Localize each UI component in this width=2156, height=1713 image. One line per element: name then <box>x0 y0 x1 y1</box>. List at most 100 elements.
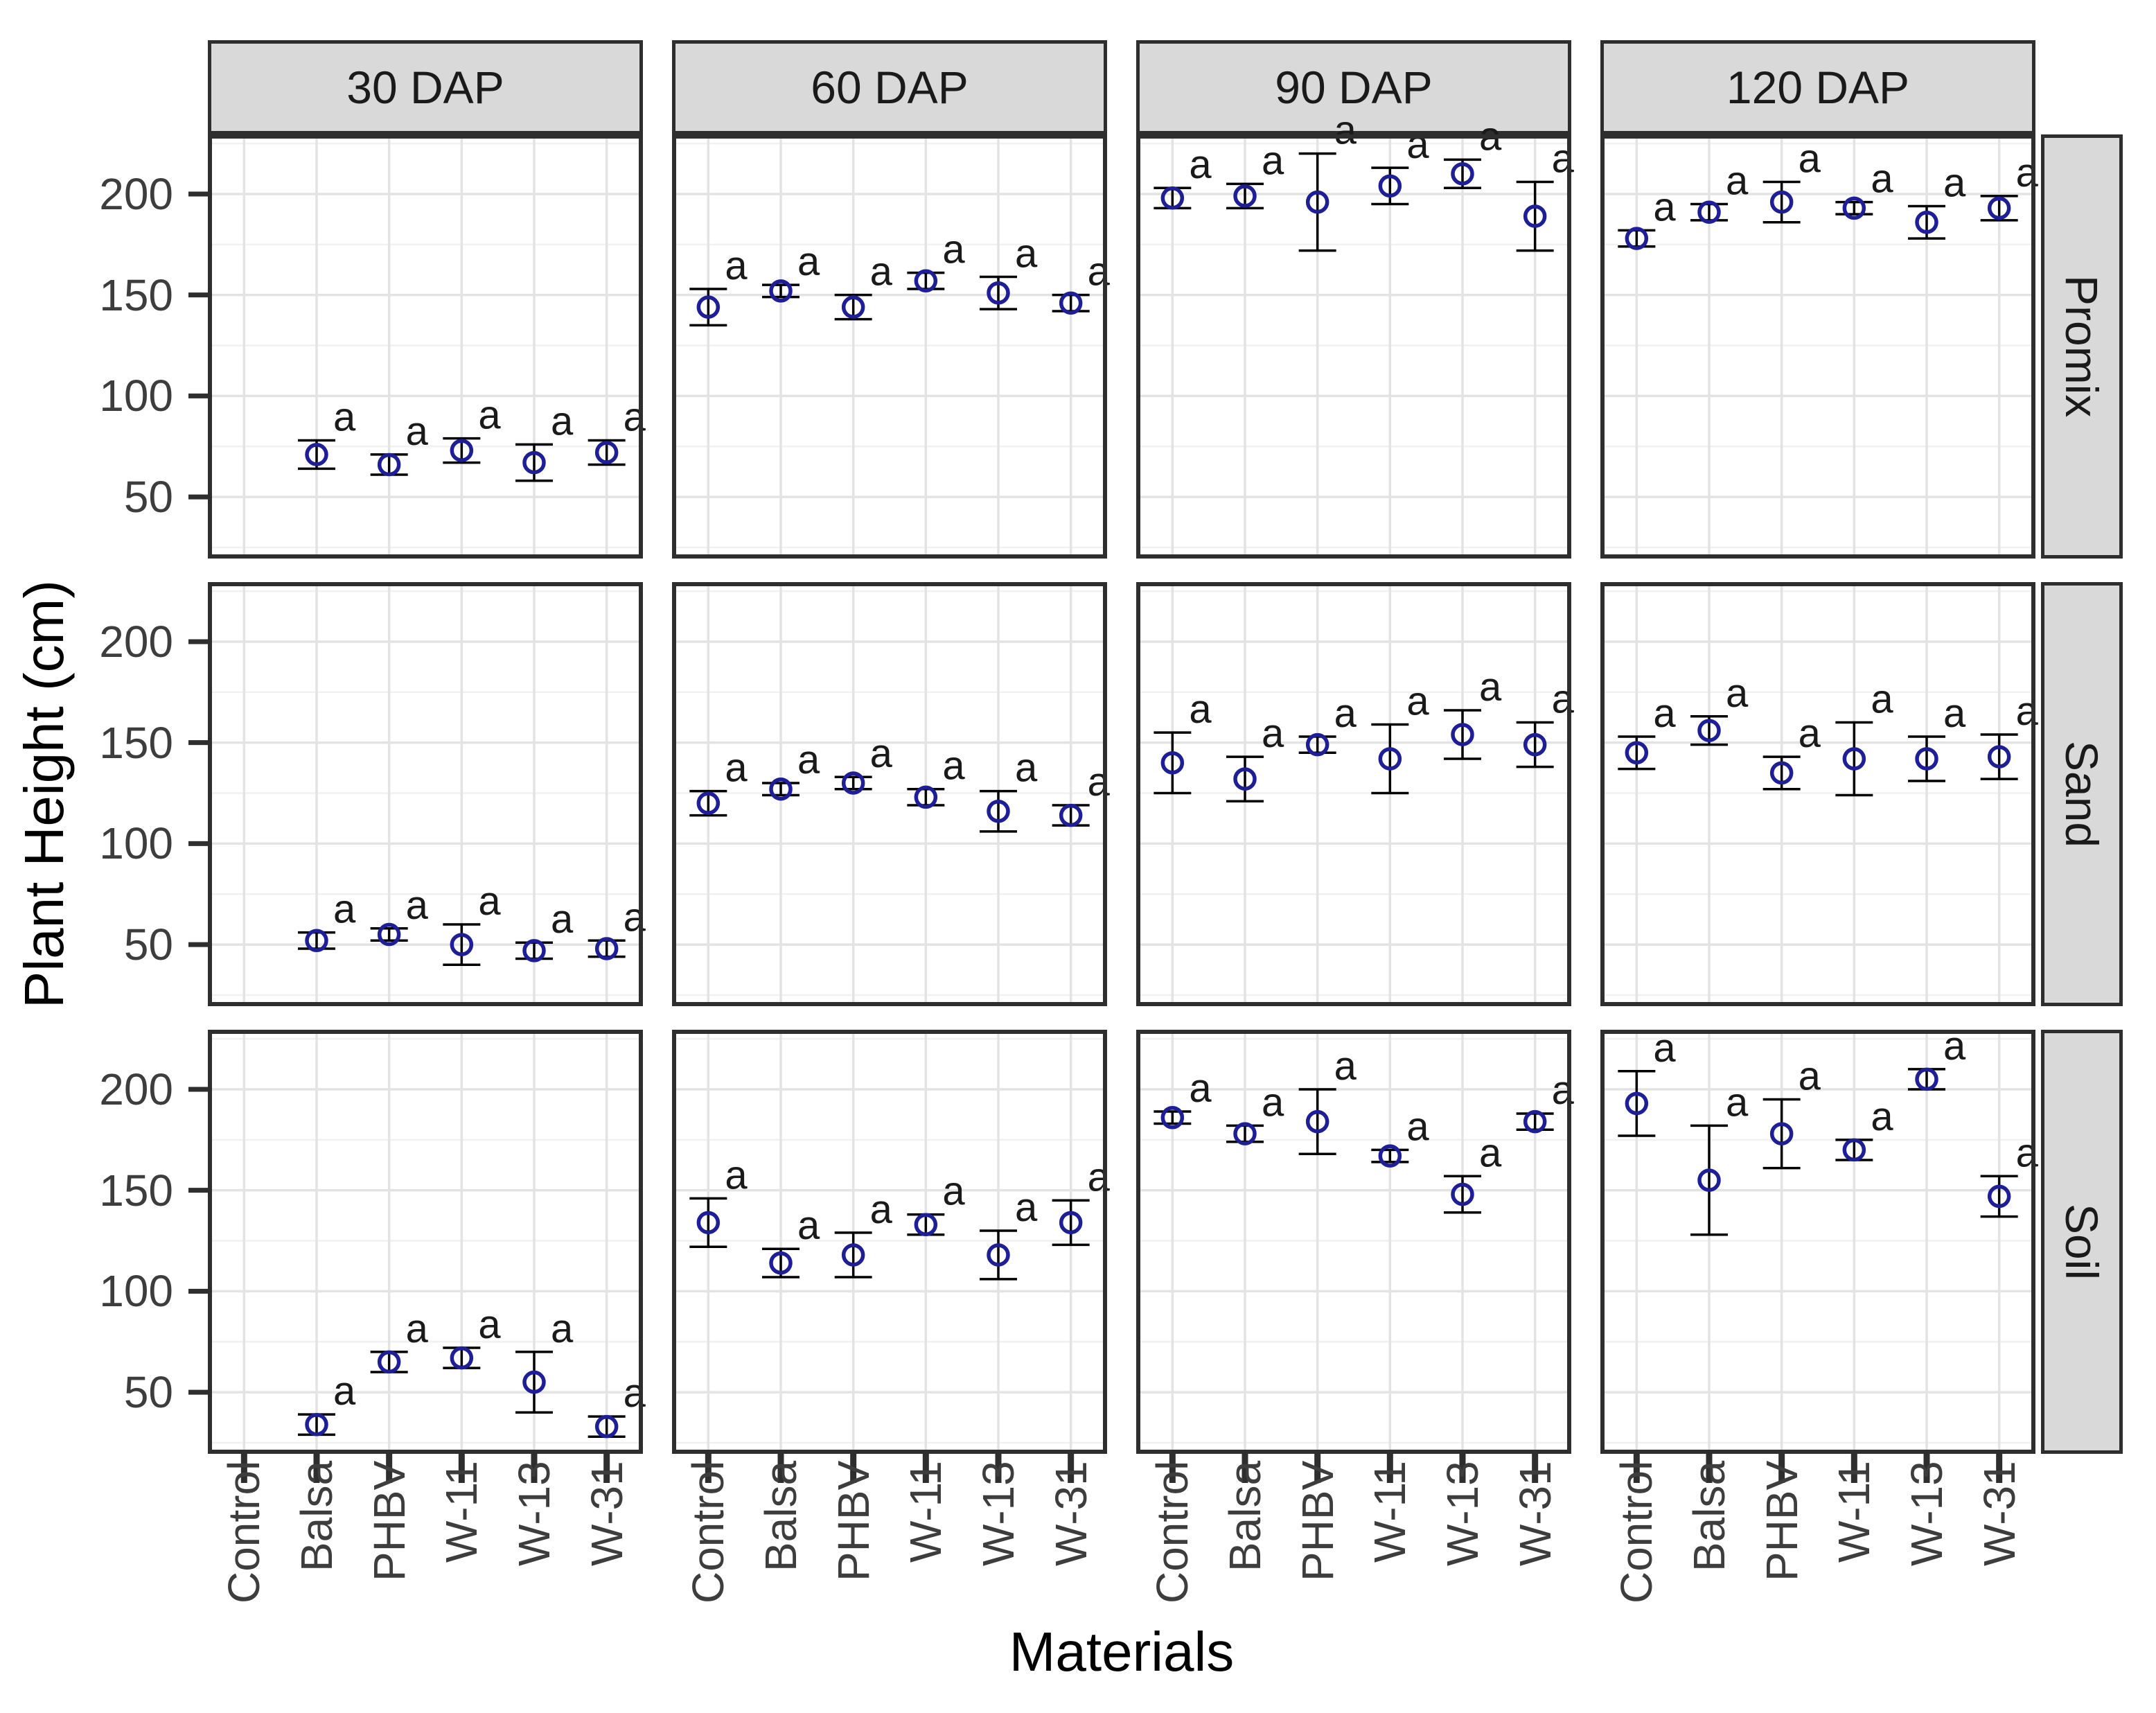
x-tick-label: W-13 <box>1902 1461 1952 1566</box>
significance-label: a <box>333 395 356 440</box>
x-tick-label: W-13 <box>509 1461 559 1566</box>
significance-label: a <box>478 879 501 924</box>
data-point <box>1987 196 2011 220</box>
significance-label: a <box>1015 231 1038 276</box>
data-point <box>914 269 938 293</box>
panel-border <box>672 1030 1107 1454</box>
significance-label: a <box>478 393 501 438</box>
data-point <box>1305 732 1329 757</box>
significance-label: a <box>1479 1130 1502 1175</box>
panel-border <box>1136 582 1571 1006</box>
data-point <box>1233 184 1257 208</box>
significance-label: a <box>797 1203 820 1248</box>
data-point <box>1523 1109 1547 1134</box>
significance-label: a <box>942 1169 965 1214</box>
y-tick-label: 150 <box>99 1165 173 1215</box>
x-tick-label: Control <box>1611 1461 1662 1604</box>
significance-label: a <box>1334 108 1357 153</box>
facet-panel-promix-120dap: aa a a a a <box>1600 134 2039 559</box>
significance-label: a <box>942 744 965 789</box>
facet-strip-promix: Promix <box>2041 134 2123 559</box>
y-tick-label: 100 <box>99 1266 173 1317</box>
data-point <box>914 1213 938 1236</box>
facet-panel-sand-90dap: aa a a a a <box>1136 582 1575 1006</box>
significance-label: a <box>1799 136 1821 181</box>
facet-strip-60dap: 60 DAP <box>672 40 1107 134</box>
facet-strip-label: 120 DAP <box>1726 62 1910 113</box>
facet-strip-90dap: 90 DAP <box>1136 40 1571 134</box>
significance-label: a <box>333 887 356 932</box>
x-tick-label: PHBV <box>828 1461 878 1582</box>
significance-label: a <box>1334 691 1357 736</box>
significance-label: a <box>797 737 820 782</box>
significance-label: a <box>1943 691 1966 736</box>
panel-border <box>1600 134 2035 559</box>
facet-panel-soil-30dap: aa a aa <box>188 1030 646 1483</box>
facet-strip-30dap: 30 DAP <box>208 40 643 134</box>
data-point <box>1842 1138 1866 1162</box>
data-point <box>377 453 401 477</box>
data-point <box>769 777 793 801</box>
y-tick-label: 150 <box>99 270 173 320</box>
data-point <box>1059 1211 1083 1235</box>
y-tick-label: 200 <box>99 616 173 667</box>
significance-label: a <box>1799 711 1821 756</box>
data-point <box>987 281 1010 305</box>
data-point <box>1451 162 1474 186</box>
x-axis-title: Materials <box>1009 1621 1235 1683</box>
y-tick-label: 150 <box>99 717 173 768</box>
data-point <box>1769 1122 1794 1145</box>
data-point <box>769 1251 793 1275</box>
data-point <box>1625 1091 1649 1116</box>
y-tick-label: 50 <box>123 920 173 970</box>
data-point <box>987 1243 1010 1267</box>
data-point <box>1451 1182 1474 1206</box>
significance-label: a <box>1653 691 1676 736</box>
significance-label: a <box>870 249 893 295</box>
significance-label: a <box>406 409 429 454</box>
y-tick-label: 200 <box>99 168 173 219</box>
x-tick-label: PHBV <box>1292 1461 1343 1582</box>
significance-label: a <box>725 1152 748 1197</box>
facet-panel-promix-90dap: a aa a a a <box>1136 108 1575 559</box>
significance-label: a <box>870 1187 893 1232</box>
significance-label: a <box>1871 1094 1893 1139</box>
significance-label: a <box>1479 665 1502 710</box>
significance-label: a <box>1015 1185 1038 1230</box>
data-point <box>1160 1106 1185 1130</box>
data-point <box>450 933 474 956</box>
data-point <box>1625 227 1649 250</box>
data-point <box>1160 186 1185 210</box>
facet-strip-label: 60 DAP <box>811 62 969 113</box>
data-point <box>1987 1184 2011 1209</box>
significance-label: a <box>406 1306 429 1351</box>
data-point <box>1305 1109 1329 1134</box>
panel-border <box>208 1030 643 1454</box>
data-point <box>522 450 546 475</box>
x-tick-label: W-31 <box>581 1461 632 1566</box>
x-tick-label: W-31 <box>1045 1461 1096 1566</box>
significance-label: a <box>725 746 748 791</box>
data-point <box>1987 745 2011 768</box>
data-point <box>522 1370 546 1394</box>
data-point <box>696 1211 721 1235</box>
significance-label: a <box>1262 138 1284 183</box>
data-point <box>841 1243 865 1267</box>
panel-border <box>1600 1030 2035 1454</box>
data-point <box>1769 190 1794 214</box>
data-point <box>1697 719 1721 742</box>
facet-strip-label: Promix <box>2056 275 2108 418</box>
x-tick-label: PHBV <box>1756 1461 1807 1582</box>
x-tick-label: W-11 <box>901 1461 951 1563</box>
facet-strip-soil: Soil <box>2041 1030 2123 1454</box>
facet-strip-label: 30 DAP <box>346 62 504 113</box>
facet-strip-label: Sand <box>2056 740 2108 848</box>
facet-strip-label: 90 DAP <box>1275 62 1433 113</box>
data-point <box>1059 803 1083 827</box>
data-point <box>1697 1168 1721 1192</box>
significance-label: a <box>1262 1080 1284 1125</box>
